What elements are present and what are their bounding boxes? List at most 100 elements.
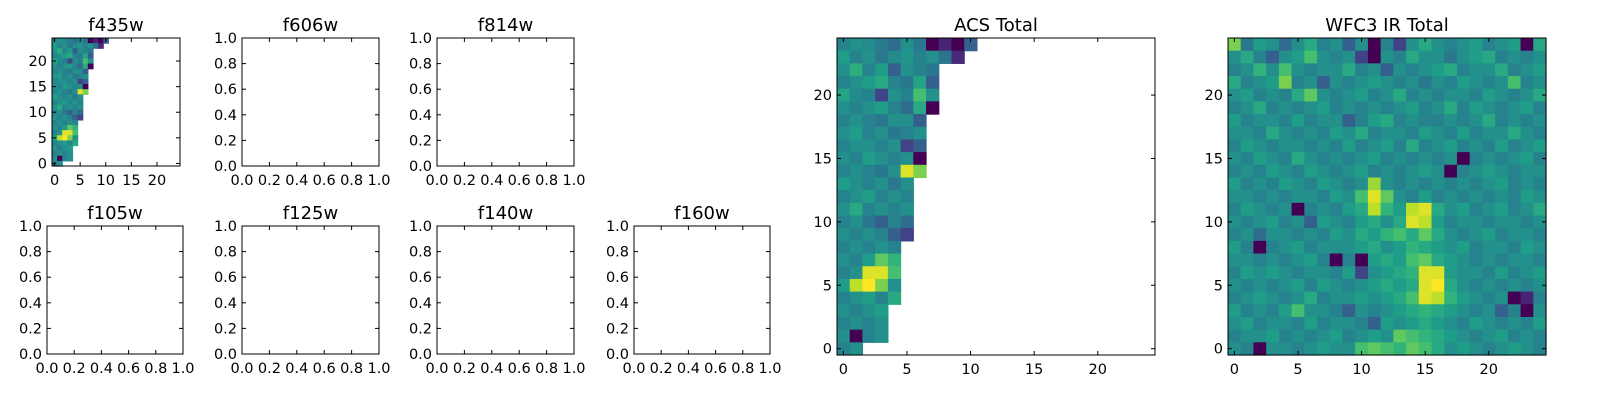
y-tick-label: 10 [1205, 215, 1223, 231]
pixel-cell [862, 215, 876, 229]
pixel-cell [1495, 38, 1509, 52]
pixel-cell [1431, 228, 1445, 242]
pixel-cell [67, 119, 74, 126]
pixel-cell [1495, 139, 1509, 153]
pixel-cell [1456, 342, 1471, 356]
panel-f160w: 0.0 0.2 0.4 0.6 0.8 1.00.00.20.40.60.81.0f160… [606, 203, 782, 377]
pixel-cell [1342, 304, 1356, 318]
y-tick-label: 0.2 [606, 321, 629, 337]
pixel-cell [77, 68, 84, 75]
x-tick-label: 0.6 [508, 173, 531, 189]
pixel-cell [1329, 139, 1344, 153]
pixel-cell [82, 68, 89, 75]
pixel-cell [1418, 291, 1433, 305]
x-tick-label: 0.8 [731, 361, 754, 377]
pixel-cell [1240, 228, 1255, 242]
pixel-cell [1266, 240, 1280, 255]
x-tick-label: 5 [902, 362, 911, 378]
pixel-cell [1444, 126, 1458, 141]
pixel-cell [1266, 253, 1280, 267]
pixel-cell [1456, 164, 1471, 179]
pixel-cell [875, 240, 889, 255]
pixel-cell [1342, 101, 1356, 115]
pixel-cell [1253, 329, 1267, 343]
pixel-cell [887, 76, 902, 90]
pixel-cell [1266, 126, 1280, 141]
pixel-cell [67, 58, 74, 65]
pixel-cell [62, 43, 68, 49]
pixel-cell [1342, 316, 1356, 331]
x-tick-label: 1.0 [562, 361, 585, 377]
pixel-cell [1393, 278, 1407, 293]
pixel-cell [1469, 139, 1483, 153]
pixel-cell [1367, 278, 1382, 293]
pixel-cell [1278, 202, 1293, 217]
pixel-cell [900, 114, 914, 128]
x-tick-label: 0.2 [650, 361, 673, 377]
pixel-cell [1355, 291, 1369, 305]
pixel-cell [1304, 240, 1318, 255]
pixel-cell [1520, 266, 1534, 280]
pixel-cell [1380, 215, 1394, 229]
pixel-cell [1367, 304, 1382, 318]
pixel-cell [875, 139, 889, 153]
pixel-cell [1291, 88, 1305, 102]
pixel-cell [1418, 101, 1433, 115]
pixel-cell [1418, 240, 1433, 255]
pixel-cell [951, 38, 965, 52]
x-tick-label: 0.6 [313, 361, 336, 377]
pixel-cell [1418, 228, 1433, 242]
pixel-cell [1418, 304, 1433, 318]
pixel-cell [62, 48, 68, 54]
pixel-cell [1469, 76, 1483, 90]
pixel-cell [72, 119, 79, 126]
pixel-cell [837, 253, 851, 267]
pixel-cell [1278, 126, 1293, 141]
pixel-cell [77, 78, 84, 85]
pixel-cell [77, 84, 84, 90]
pixel-cell [1266, 316, 1280, 331]
pixel-cell [837, 101, 851, 115]
pixel-cell [1380, 177, 1394, 191]
pixel-cell [1456, 240, 1471, 255]
pixel-cell [52, 43, 58, 49]
pixel-cell [1520, 342, 1534, 356]
y-tick-label: 0.0 [606, 347, 629, 363]
pixel-cell [1418, 190, 1433, 204]
pixel-cell [67, 43, 74, 49]
pixel-cell [1253, 101, 1267, 115]
pixel-cell [82, 58, 89, 65]
pixel-cell [1278, 50, 1293, 64]
pixel-cell [862, 152, 876, 166]
pixel-cell [837, 114, 851, 128]
y-tick-label: 10 [29, 105, 47, 121]
pixel-cell [1418, 342, 1433, 356]
x-tick-label: 0.0 [425, 361, 448, 377]
pixel-cell [1291, 240, 1305, 255]
pixel-cell [87, 58, 94, 65]
y-tick-label: 0.0 [214, 159, 237, 175]
pixel-cell [1418, 76, 1433, 90]
pixel-cell [875, 278, 889, 293]
pixel-cell [82, 53, 89, 60]
y-tick-label: 5 [38, 131, 47, 147]
pixel-cell [1367, 101, 1382, 115]
pixel-cell [1507, 114, 1522, 128]
pixel-cell [67, 38, 74, 44]
axes-frame [836, 37, 1156, 356]
pixel-cell [862, 240, 876, 255]
pixel-cell [1520, 215, 1534, 229]
pixel-cell [1444, 76, 1458, 90]
pixel-cell [1291, 38, 1305, 52]
pixel-cell [1342, 177, 1356, 191]
pixel-cell [1469, 228, 1483, 242]
x-tick-label: 0.0 [35, 361, 58, 377]
pixel-cell [1393, 101, 1407, 115]
y-tick-label: 0.4 [409, 296, 432, 312]
pixel-cell [887, 38, 902, 52]
pixel-cell [52, 130, 58, 136]
pixel-cell [1418, 38, 1433, 52]
pixel-cell [1431, 190, 1445, 204]
pixel-cell [1533, 63, 1547, 77]
pixel-cell [1380, 291, 1394, 305]
